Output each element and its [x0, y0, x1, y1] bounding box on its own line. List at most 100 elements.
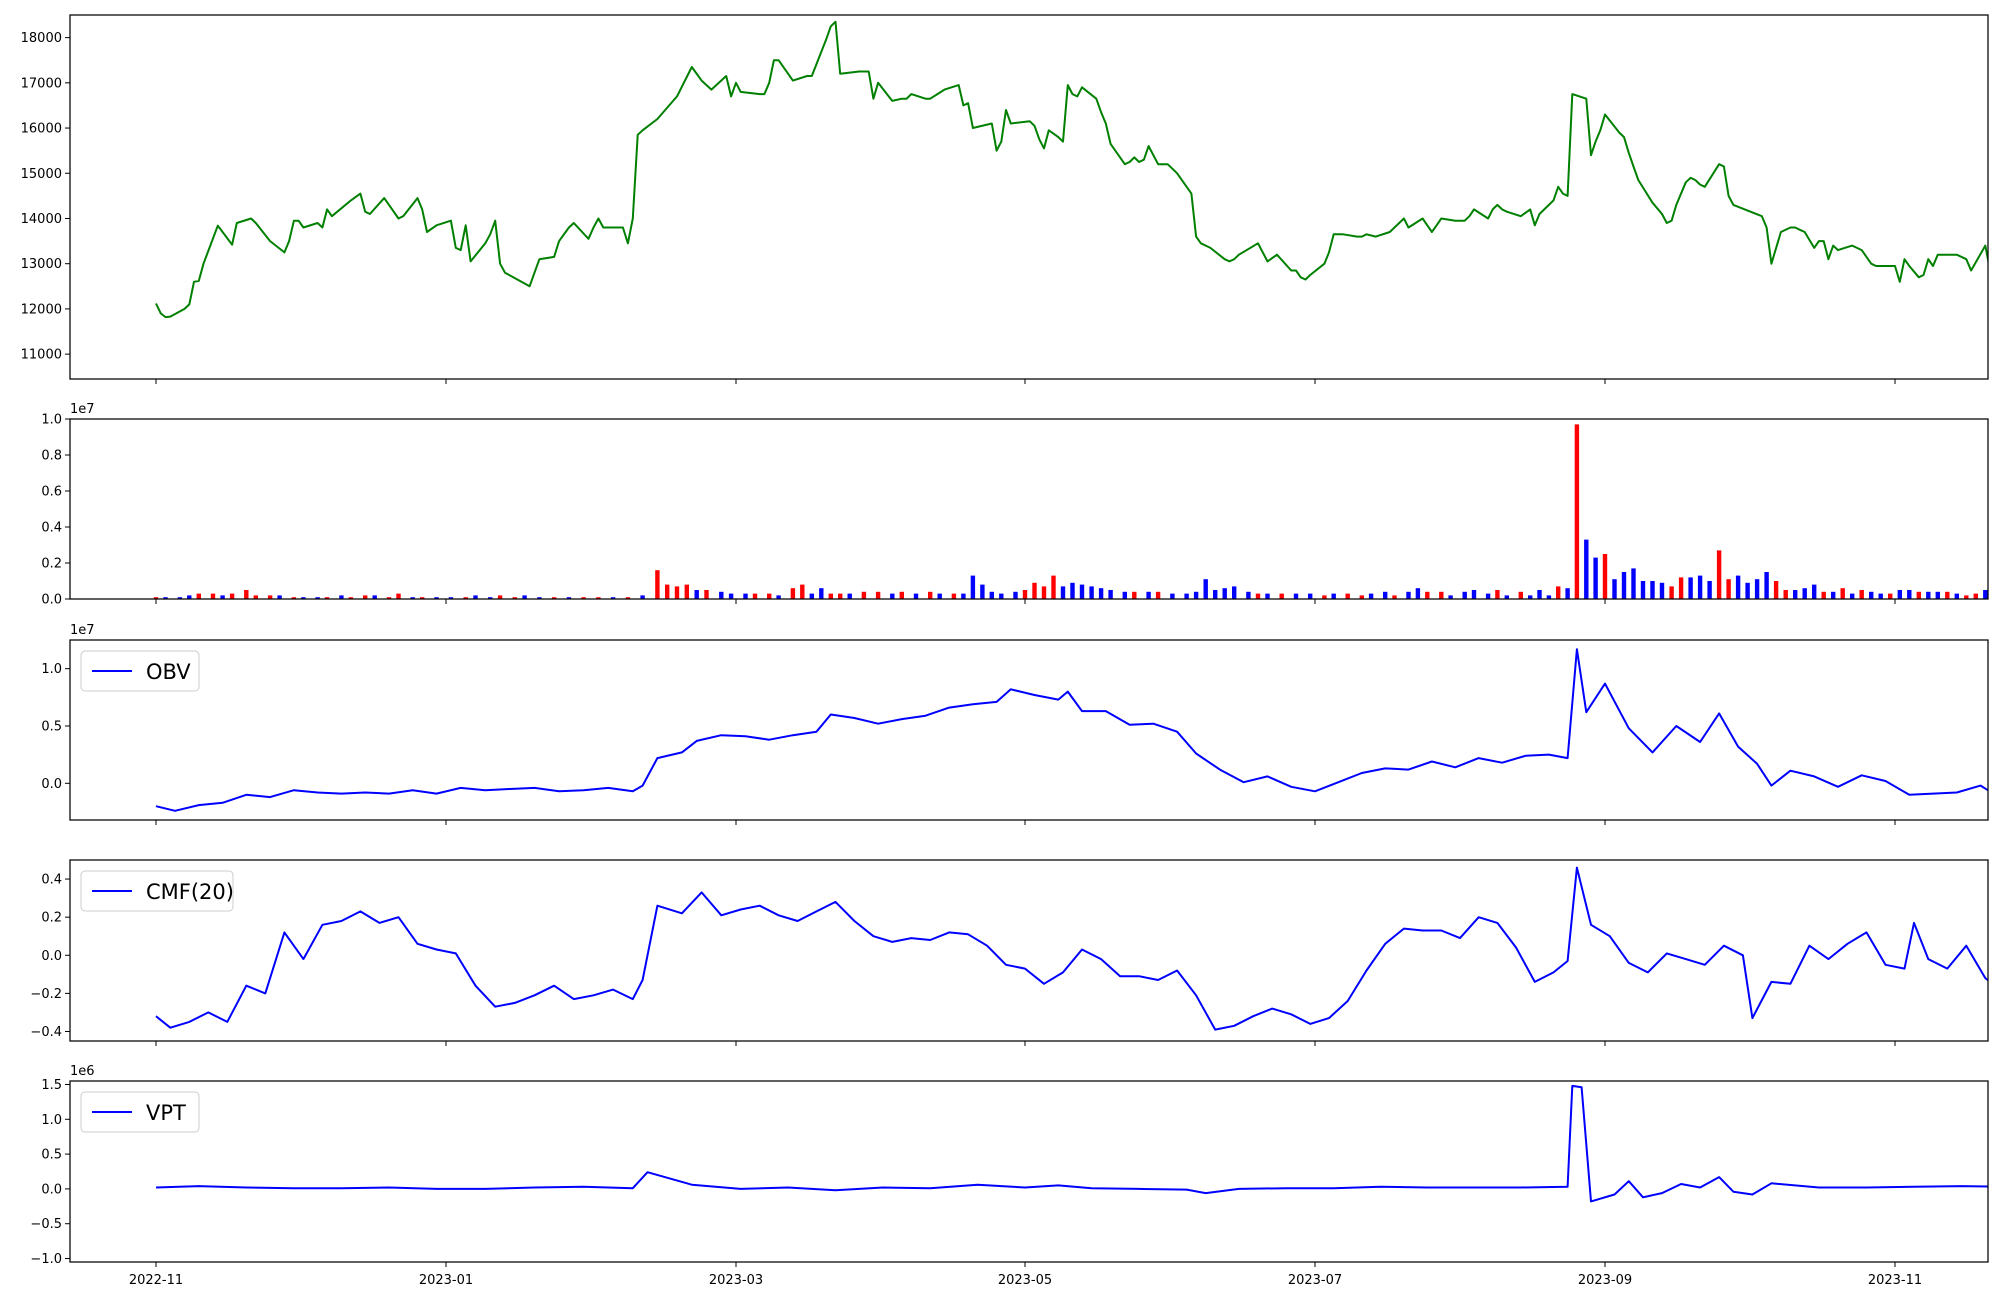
- volume-bar: [1079, 584, 1085, 599]
- volume-bar: [980, 584, 985, 599]
- volume-bar: [838, 593, 843, 599]
- x-tick-label: 2023-11: [1868, 1273, 1922, 1288]
- price-line: [155, 20, 1988, 319]
- volume-bar: [1448, 595, 1453, 599]
- volume-bar: [743, 593, 748, 599]
- volume-bar: [1840, 588, 1845, 599]
- volume-bar: [704, 590, 709, 599]
- y-tick-label: 1.0: [41, 1113, 62, 1128]
- volume-bar: [1331, 593, 1336, 599]
- volume-bar: [1213, 590, 1218, 599]
- volume-bar: [497, 595, 503, 599]
- y-tick-label: 16000: [21, 122, 62, 137]
- volume-bar: [899, 591, 904, 599]
- volume-bar: [420, 597, 425, 599]
- vpt-line: [155, 1084, 1988, 1203]
- obv-line: [155, 648, 1988, 812]
- volume-bar: [566, 597, 572, 599]
- volume-bar: [363, 595, 368, 599]
- volume-bar: [767, 593, 772, 599]
- y-tick-label: 15000: [21, 167, 62, 182]
- axis-exponent-label: 1e6: [70, 1064, 95, 1079]
- y-tick-label: 1.5: [41, 1078, 62, 1093]
- volume-bar: [610, 597, 616, 599]
- volume-bar: [1584, 539, 1589, 599]
- volume-bar: [1504, 595, 1509, 599]
- cmf-panel-frame: [69, 859, 1989, 1042]
- volume-bar: [640, 595, 645, 599]
- y-tick-label: 1.0: [41, 662, 62, 677]
- y-tick-label: 0.5: [41, 719, 62, 734]
- volume-bar: [1650, 581, 1655, 599]
- volume-bar: [1193, 591, 1199, 599]
- y-tick-label: 0.0: [41, 593, 62, 608]
- volume-bar: [1945, 591, 1950, 599]
- volume-bar: [1022, 590, 1028, 599]
- volume-bar: [1964, 595, 1969, 599]
- volume-bar: [1122, 591, 1127, 599]
- legend-box: [80, 650, 200, 692]
- volume-bar: [694, 590, 699, 599]
- volume-bar: [728, 593, 734, 599]
- volume-bar: [1859, 590, 1864, 599]
- volume-bar: [153, 597, 159, 599]
- y-tick-label: −0.5: [30, 1217, 62, 1232]
- volume-bar: [1593, 557, 1598, 599]
- volume-bar: [1060, 586, 1066, 599]
- volume-bar: [196, 593, 201, 599]
- legend-box: [80, 1091, 200, 1133]
- volume-bar: [1293, 593, 1299, 599]
- volume-bar: [928, 591, 933, 599]
- volume-bar: [301, 597, 306, 599]
- volume-bar: [1279, 593, 1284, 599]
- legend: VPT: [80, 1091, 200, 1133]
- volume-bar: [1850, 593, 1855, 599]
- volume-bar: [1232, 586, 1237, 599]
- x-tick-label: 2023-07: [1288, 1273, 1342, 1288]
- volume-bar: [551, 597, 557, 599]
- volume-bar: [537, 597, 542, 599]
- volume-bar: [1308, 593, 1313, 599]
- volume-bar: [448, 597, 454, 599]
- volume-bar: [1783, 590, 1788, 599]
- y-tick-label: 0.4: [41, 521, 62, 536]
- volume-panel-frame: [69, 418, 1989, 600]
- volume-bar: [1222, 588, 1227, 599]
- volume-bar: [1406, 591, 1411, 599]
- y-tick-label: 18000: [21, 31, 62, 46]
- volume-bar: [890, 593, 895, 599]
- volume-bar: [1897, 590, 1902, 599]
- volume-bar: [1821, 591, 1826, 599]
- volume-bar: [473, 595, 478, 599]
- volume-bar: [937, 593, 942, 599]
- volume-bar: [961, 593, 966, 599]
- volume-bar: [970, 575, 976, 599]
- volume-bar: [1098, 588, 1104, 599]
- volume-bar: [999, 593, 1004, 599]
- volume-bar: [1935, 591, 1940, 599]
- volume-bar: [1518, 591, 1523, 599]
- volume-bar: [1745, 582, 1750, 599]
- volume-bar: [861, 591, 867, 599]
- x-tick-label: 2023-03: [709, 1273, 763, 1288]
- vpt-panel-frame: [69, 1080, 1989, 1263]
- volume-panel-data: [153, 424, 1997, 599]
- legend: OBV: [80, 650, 200, 692]
- volume-bar: [1973, 593, 1978, 599]
- volume-bar: [581, 597, 586, 599]
- y-tick-label: 0.4: [41, 873, 62, 888]
- volume-bar: [1707, 581, 1712, 599]
- volume-bar: [1439, 591, 1444, 599]
- volume-bar: [1993, 592, 1997, 599]
- y-tick-label: 12000: [21, 302, 62, 317]
- volume-bar: [267, 595, 273, 599]
- legend-label: CMF(20): [146, 880, 234, 904]
- volume-bar: [1688, 577, 1693, 599]
- volume-bar: [1471, 590, 1477, 599]
- volume-bar: [1754, 579, 1760, 599]
- volume-bar: [1462, 591, 1467, 599]
- legend-label: VPT: [146, 1101, 186, 1125]
- volume-bar: [1170, 593, 1175, 599]
- y-tick-label: 0.0: [41, 777, 62, 792]
- price-panel-data: [155, 20, 1988, 319]
